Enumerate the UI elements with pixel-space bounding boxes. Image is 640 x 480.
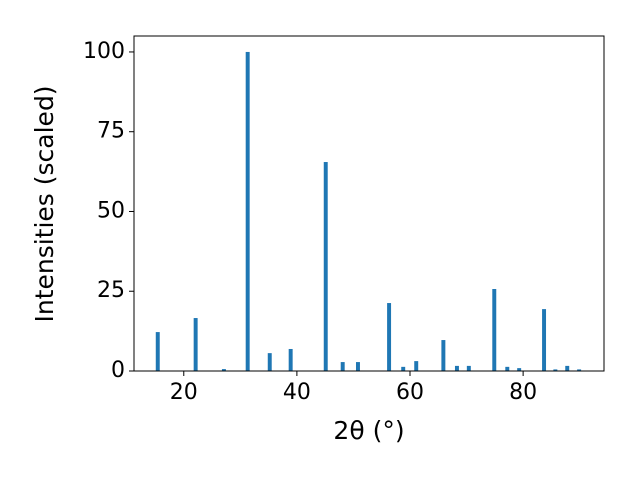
bar: [553, 369, 558, 371]
bar: [414, 361, 419, 371]
x-tick-label: 20: [170, 380, 198, 405]
y-tick-label: 75: [97, 119, 125, 144]
bar: [267, 353, 272, 371]
bar: [387, 303, 392, 371]
bar: [466, 365, 471, 371]
y-tick-label: 25: [97, 278, 125, 303]
y-tick-label: 100: [83, 39, 125, 64]
y-axis-label: Intensities (scaled): [30, 85, 59, 322]
bar: [505, 366, 510, 371]
bar: [355, 362, 360, 371]
bar: [221, 369, 226, 371]
x-tick-label: 80: [509, 380, 537, 405]
bar: [542, 309, 547, 371]
bar: [323, 162, 328, 371]
x-axis-label: 2θ (°): [333, 416, 404, 445]
y-tick-label: 50: [97, 198, 125, 223]
bar: [441, 340, 446, 371]
y-tick-label: 0: [111, 358, 125, 383]
bar: [193, 318, 198, 371]
bar: [340, 362, 345, 371]
bar: [155, 332, 160, 371]
bar: [517, 368, 522, 371]
x-tick-label: 40: [283, 380, 311, 405]
bar: [454, 365, 459, 371]
bar: [288, 348, 293, 371]
bar: [577, 369, 582, 371]
plot-frame: [133, 35, 605, 372]
bar: [565, 365, 570, 371]
bar: [492, 289, 497, 371]
bar: [401, 366, 406, 371]
x-tick-label: 60: [396, 380, 424, 405]
bar: [245, 51, 250, 371]
